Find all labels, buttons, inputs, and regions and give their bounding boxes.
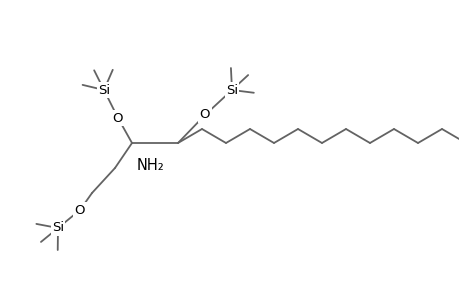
- Text: Si: Si: [225, 83, 238, 97]
- Text: O: O: [199, 109, 210, 122]
- Text: O: O: [74, 203, 85, 217]
- Text: Si: Si: [98, 83, 110, 97]
- Text: Si: Si: [52, 221, 64, 235]
- Text: O: O: [112, 112, 123, 124]
- Text: NH₂: NH₂: [137, 158, 164, 173]
